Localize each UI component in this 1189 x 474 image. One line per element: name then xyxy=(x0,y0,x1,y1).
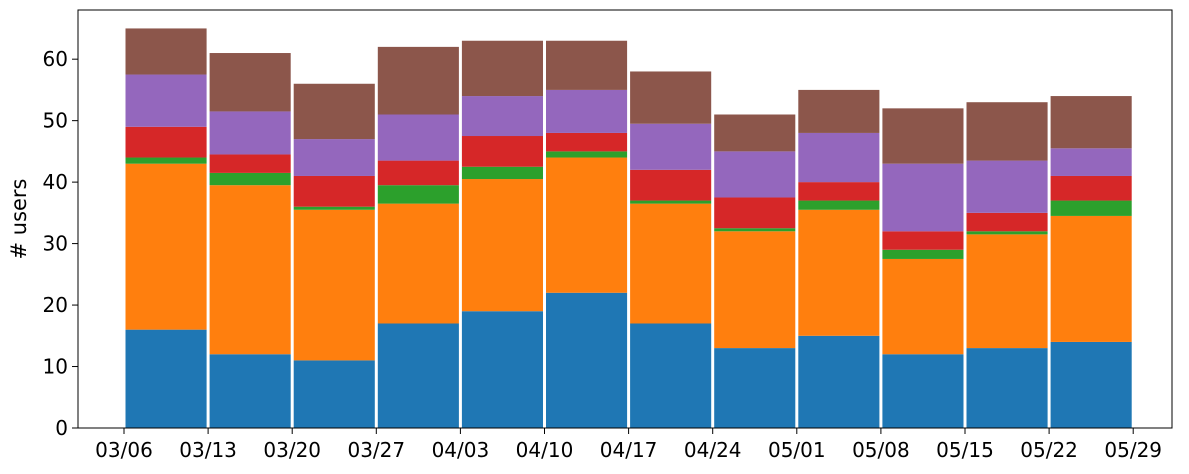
bar-segment-2-05-15 xyxy=(966,234,1048,349)
x-tick-label: 05/15 xyxy=(936,438,994,462)
bar-segment-4-04-17 xyxy=(630,169,712,201)
bar-segment-3-05-22 xyxy=(1050,200,1132,216)
bar-segment-6-04-10 xyxy=(546,40,628,90)
bar-segment-3-04-03 xyxy=(461,166,543,180)
bar-segment-2-05-01 xyxy=(798,209,880,336)
bar-segment-5-03-27 xyxy=(377,114,459,161)
x-tick-label: 05/08 xyxy=(852,438,910,462)
bar-segment-4-05-08 xyxy=(882,231,964,250)
bar-segment-3-04-24 xyxy=(714,228,796,232)
x-tick-label: 04/24 xyxy=(684,438,742,462)
y-tick-label: 10 xyxy=(43,355,68,379)
y-tick-label: 20 xyxy=(43,293,68,317)
x-tick-label: 03/20 xyxy=(263,438,321,462)
bar-segment-5-04-17 xyxy=(630,123,712,170)
bar-segment-2-04-17 xyxy=(630,203,712,324)
y-tick-label: 30 xyxy=(43,232,68,256)
bar-segment-1-04-17 xyxy=(630,323,712,428)
bar-segment-2-04-24 xyxy=(714,231,796,349)
bar-segment-6-03-06 xyxy=(125,28,207,75)
bar-segment-4-03-20 xyxy=(293,175,375,207)
bar-segment-6-04-03 xyxy=(461,40,543,97)
bar-segment-5-05-08 xyxy=(882,163,964,232)
bar-segment-3-04-17 xyxy=(630,200,712,204)
bar-segment-5-03-13 xyxy=(209,111,291,155)
bar-segment-4-04-24 xyxy=(714,197,796,229)
x-axis: 03/06 03/13 03/20 03/27 04/03 04/10 04/17 04/24… xyxy=(95,428,1162,462)
bar-segment-3-05-08 xyxy=(882,249,964,259)
y-axis: 0 10 20 30 40 50 60 xyxy=(43,47,78,440)
bar-segment-5-05-22 xyxy=(1050,148,1132,176)
bar-segment-2-05-08 xyxy=(882,258,964,355)
bar-segment-3-05-01 xyxy=(798,200,880,210)
bar-segment-6-04-24 xyxy=(714,114,796,152)
bar-segment-4-05-22 xyxy=(1050,175,1132,201)
bar-segment-4-03-13 xyxy=(209,154,291,173)
plot-frame xyxy=(77,9,1173,429)
x-tick-label: 05/01 xyxy=(768,438,826,462)
bar-segment-5-04-10 xyxy=(546,89,628,133)
bar-segment-6-03-20 xyxy=(293,83,375,140)
bar-segment-4-04-10 xyxy=(546,132,628,152)
bar-segment-1-03-20 xyxy=(293,360,375,428)
x-tick-label: 05/22 xyxy=(1020,438,1078,462)
bar-segment-1-03-27 xyxy=(377,323,459,428)
bar-segment-2-03-06 xyxy=(125,163,207,330)
bar-segment-3-03-13 xyxy=(209,172,291,186)
bar-segment-6-03-27 xyxy=(377,46,459,115)
bar-segment-1-05-01 xyxy=(798,335,880,428)
y-tick-label: 40 xyxy=(43,170,68,194)
x-tick-label: 04/10 xyxy=(516,438,574,462)
bar-segment-1-04-24 xyxy=(714,348,796,428)
y-tick-label: 60 xyxy=(43,47,68,71)
bar-segment-3-04-10 xyxy=(546,151,628,158)
x-tick-label: 03/13 xyxy=(179,438,237,462)
bar-segment-2-04-03 xyxy=(461,179,543,312)
bar-segment-5-05-15 xyxy=(966,160,1048,213)
bar-segment-2-03-13 xyxy=(209,185,291,355)
x-tick-label: 05/29 xyxy=(1104,438,1162,462)
bar-segment-5-04-24 xyxy=(714,151,796,198)
y-axis-label: # users xyxy=(7,178,31,259)
bar-segment-2-04-10 xyxy=(546,157,628,293)
bar-segment-5-04-03 xyxy=(461,96,543,137)
bar-segment-1-04-03 xyxy=(461,311,543,428)
x-tick-label: 04/17 xyxy=(600,438,658,462)
bar-segment-1-03-13 xyxy=(209,354,291,428)
bar-segment-2-05-22 xyxy=(1050,215,1132,342)
bar-segment-5-03-06 xyxy=(125,74,207,127)
bar-segment-4-03-27 xyxy=(377,160,459,186)
bar-segment-1-03-06 xyxy=(125,329,207,428)
bar-segment-4-04-03 xyxy=(461,136,543,167)
x-tick-label: 04/03 xyxy=(432,438,490,462)
y-tick-label: 50 xyxy=(43,109,68,133)
bar-segment-6-05-22 xyxy=(1050,96,1132,149)
bar-segment-4-05-15 xyxy=(966,212,1048,232)
bar-segment-4-03-06 xyxy=(125,126,207,158)
x-tick-label: 03/27 xyxy=(347,438,405,462)
bar-segment-1-05-22 xyxy=(1050,341,1132,428)
bar-segment-1-05-08 xyxy=(882,354,964,428)
bar-segment-3-03-06 xyxy=(125,157,207,164)
bar-segment-3-05-15 xyxy=(966,231,1048,235)
y-tick-label: 0 xyxy=(55,416,68,440)
bar-segment-4-05-01 xyxy=(798,182,880,201)
x-tick-label: 03/06 xyxy=(95,438,153,462)
bar-segment-1-05-15 xyxy=(966,348,1048,428)
bar-segment-5-03-20 xyxy=(293,139,375,176)
bar-segment-2-03-27 xyxy=(377,203,459,324)
bar-segment-6-03-13 xyxy=(209,53,291,112)
bar-segment-6-05-08 xyxy=(882,108,964,164)
bar-segment-3-03-20 xyxy=(293,206,375,210)
bar-segment-6-04-17 xyxy=(630,71,712,124)
bar-segment-5-05-01 xyxy=(798,132,880,183)
bar-segment-6-05-15 xyxy=(966,102,1048,161)
bars-layer xyxy=(125,28,1132,428)
bar-segment-1-04-10 xyxy=(546,292,628,428)
bar-segment-3-03-27 xyxy=(377,185,459,204)
bar-segment-6-05-01 xyxy=(798,89,880,133)
bar-segment-2-03-20 xyxy=(293,209,375,361)
